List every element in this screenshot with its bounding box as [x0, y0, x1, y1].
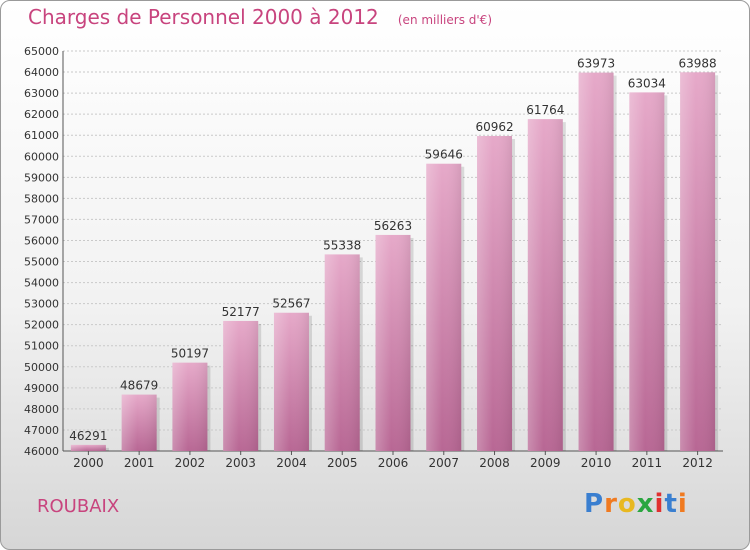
bar-shine [477, 136, 513, 451]
y-tick-label: 47000 [24, 424, 59, 437]
bar-shine [273, 312, 309, 451]
x-tick-label: 2002 [175, 456, 206, 470]
chart-title: Charges de Personnel 2000 à 2012 [28, 5, 379, 29]
bar-shine [578, 72, 614, 451]
city-label: ROUBAIX [37, 496, 120, 517]
y-tick-label: 49000 [24, 382, 59, 395]
x-tick-label: 2001 [124, 456, 155, 470]
logo-letter: x [636, 489, 655, 519]
y-tick-label: 50000 [24, 361, 59, 374]
x-tick-label: 2000 [73, 456, 104, 470]
chart-subtitle: (en milliers d'€) [397, 13, 492, 27]
y-tick-label: 62000 [24, 108, 59, 121]
x-tick-label: 2005 [327, 456, 358, 470]
bar-shine [70, 444, 106, 451]
y-tick-label: 59000 [24, 171, 59, 184]
value-label: 63034 [628, 76, 666, 90]
value-label: 52177 [222, 305, 260, 319]
value-label: 56263 [374, 219, 412, 233]
y-tick-label: 53000 [24, 298, 59, 311]
x-tick-label: 2010 [581, 456, 612, 470]
bar-shine [527, 119, 563, 451]
bar-shine [121, 394, 157, 451]
y-tick-label: 57000 [24, 213, 59, 226]
y-tick-label: 58000 [24, 192, 59, 205]
value-label: 61764 [526, 103, 564, 117]
value-label: 48679 [120, 379, 158, 393]
logo-letter: i [654, 489, 665, 519]
y-tick-label: 54000 [24, 277, 59, 290]
x-tick-label: 2009 [530, 456, 561, 470]
x-tick-label: 2006 [378, 456, 409, 470]
x-tick-label: 2012 [682, 456, 713, 470]
x-tick-label: 2008 [479, 456, 510, 470]
bar-shine [426, 163, 462, 451]
bar-shine [324, 254, 360, 451]
bar-shine [680, 72, 716, 451]
y-tick-label: 52000 [24, 319, 59, 332]
y-tick-label: 51000 [24, 340, 59, 353]
logo-letter: t [664, 489, 678, 519]
x-tick-label: 2011 [632, 456, 663, 470]
y-tick-label: 61000 [24, 129, 59, 142]
logo-letter: P [584, 489, 605, 519]
y-tick-label: 55000 [24, 256, 59, 269]
bar-shine [629, 92, 665, 452]
chart-title-block: Charges de Personnel 2000 à 2012 (en mil… [28, 5, 492, 29]
value-label: 50197 [171, 347, 209, 361]
bar-shine [375, 234, 411, 451]
value-label: 63988 [679, 56, 717, 70]
value-label: 46291 [69, 429, 107, 443]
y-tick-label: 60000 [24, 150, 59, 163]
value-label: 52567 [272, 297, 310, 311]
y-tick-label: 63000 [24, 87, 59, 100]
y-tick-label: 48000 [24, 403, 59, 416]
x-tick-label: 2003 [225, 456, 256, 470]
logo-letter: r [604, 489, 618, 519]
value-label: 55338 [323, 238, 361, 252]
bar-shine [223, 320, 259, 451]
value-label: 59646 [425, 148, 463, 162]
proxiti-logo: Proxiti [584, 489, 688, 519]
bar-shine [172, 362, 208, 451]
value-label: 63973 [577, 57, 615, 71]
x-tick-label: 2007 [428, 456, 459, 470]
y-tick-label: 64000 [24, 66, 59, 79]
logo-letter: o [617, 489, 637, 519]
x-tick-label: 2004 [276, 456, 307, 470]
y-tick-label: 65000 [24, 45, 59, 58]
logo-letter: i [677, 489, 688, 519]
y-tick-label: 46000 [24, 445, 59, 458]
value-label: 60962 [475, 120, 513, 134]
y-tick-label: 56000 [24, 234, 59, 247]
